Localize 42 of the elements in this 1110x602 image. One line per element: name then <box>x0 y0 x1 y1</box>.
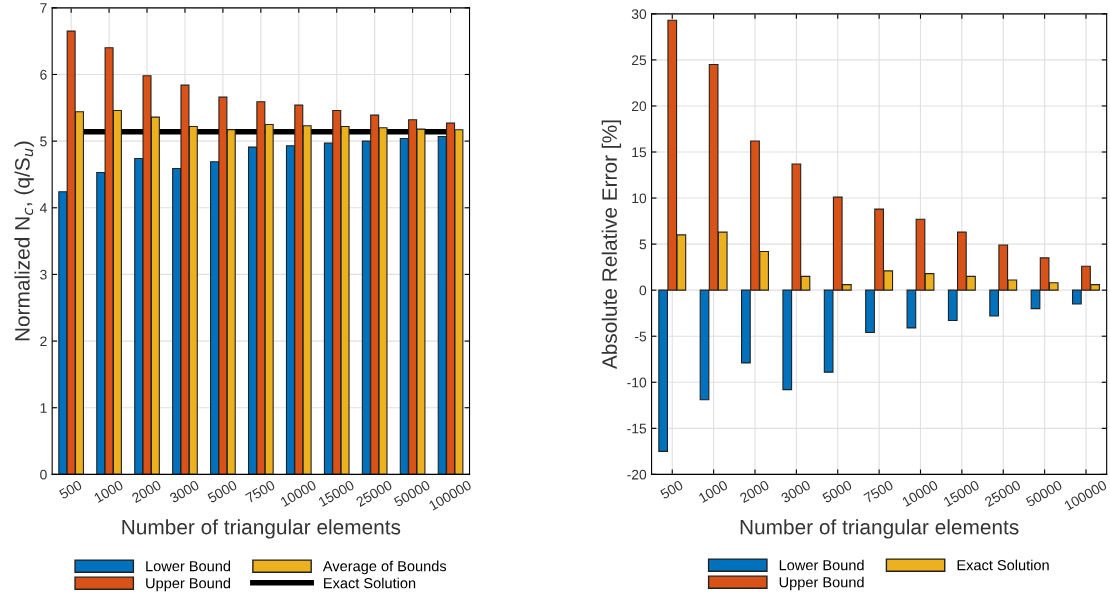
y-tick-label: 5 <box>639 239 647 250</box>
x-axis-title: Number of triangular elements <box>122 519 401 539</box>
y-tick-label: 1 <box>40 403 47 413</box>
y-axis-title: Normalized N$_{c}$, (q/S$_{u}$) <box>14 141 34 341</box>
legend-label: Lower Bound <box>146 560 231 572</box>
y-tick-label: 25 <box>631 55 647 66</box>
legend-label: Exact Solution <box>324 577 416 589</box>
y-tick-label: 0 <box>639 285 647 296</box>
y-tick-label: -20 <box>627 469 647 480</box>
y-tick-label: 30 <box>631 9 647 20</box>
y-tick-label: 0 <box>40 469 47 480</box>
y-axis-title: Absolute Relative Error [%] <box>601 120 622 370</box>
legend-label: Average of Bounds <box>322 560 447 575</box>
x-tick-label: 500 <box>58 479 83 500</box>
x-tick-label: 7500 <box>245 479 276 504</box>
x-tick-label: 2000 <box>739 479 770 504</box>
x-tick-label: 500 <box>659 479 684 500</box>
x-tick-label: 1000 <box>698 479 729 503</box>
legend-label: Lower Bound <box>779 559 864 571</box>
y-tick-label: 7 <box>40 3 47 13</box>
y-tick-label: 5 <box>40 136 47 147</box>
x-tick-label: 3000 <box>780 479 812 504</box>
y-tick-label: 15 <box>632 147 647 158</box>
y-tick-label: 3 <box>40 269 47 280</box>
y-tick-label: 20 <box>631 101 647 112</box>
x-tick-label: 3000 <box>168 479 200 504</box>
legend-label: Upper Bound <box>779 576 864 591</box>
x-tick-label: 5000 <box>206 479 238 504</box>
y-tick-label: -5 <box>634 331 647 342</box>
y-tick-label: 4 <box>39 203 47 213</box>
y-tick-label: -10 <box>627 377 647 388</box>
y-tick-label: -15 <box>627 423 647 434</box>
legend-label: Exact Solution <box>957 559 1049 571</box>
x-tick-label: 7500 <box>863 479 894 504</box>
x-tick-label: 1000 <box>93 479 124 503</box>
x-axis-title: Number of triangular elements <box>740 519 1019 539</box>
x-tick-label: 2000 <box>131 479 162 504</box>
y-tick-label: 6 <box>40 69 47 80</box>
y-tick-label: 2 <box>40 336 47 347</box>
y-tick-label: 10 <box>632 193 647 204</box>
x-tick-label: 5000 <box>821 479 853 504</box>
legend-label: Upper Bound <box>146 577 231 592</box>
